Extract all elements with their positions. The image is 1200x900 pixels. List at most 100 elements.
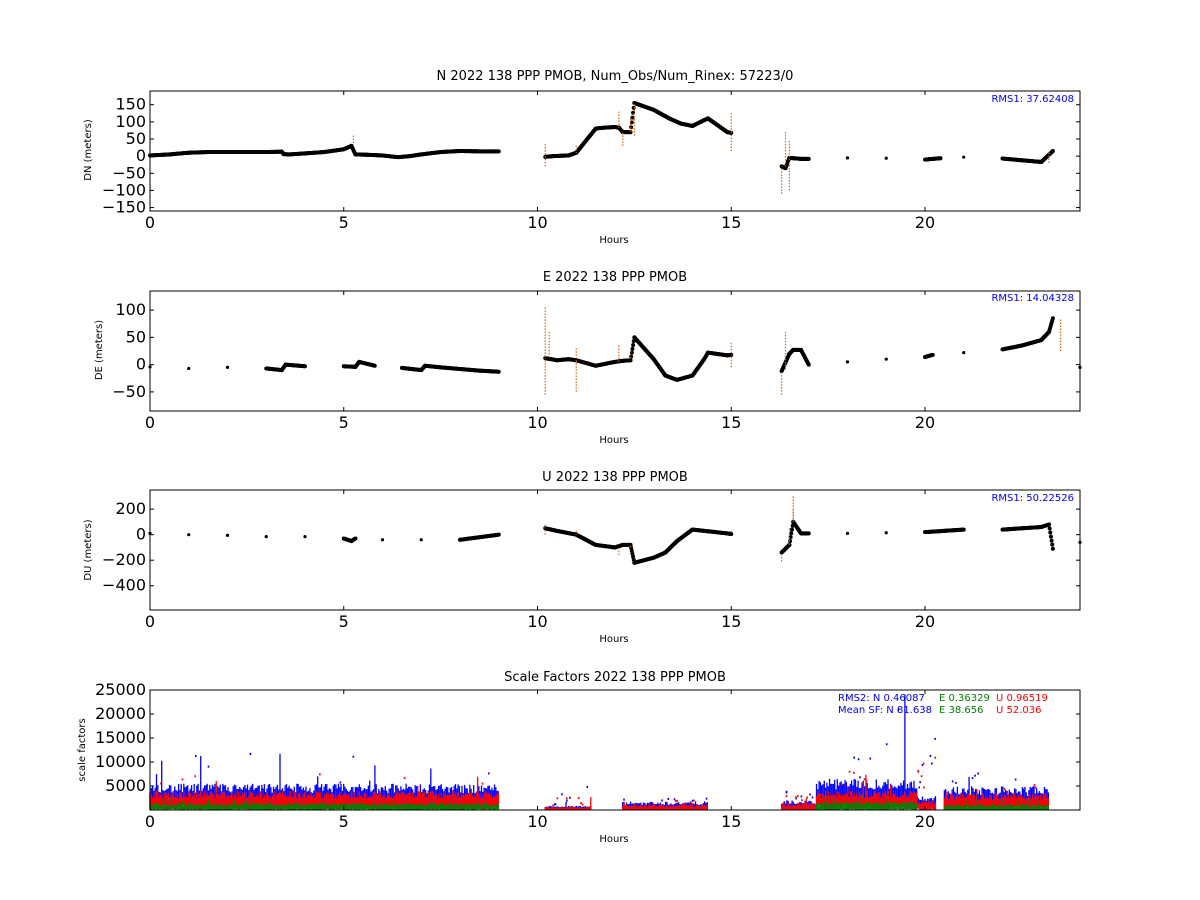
- sf-peak-point: [556, 797, 559, 800]
- y-tick-label: 20000: [95, 704, 146, 723]
- panel-up: U 2022 138 PPP PMOB DU (meters) Hours RM…: [83, 470, 1074, 645]
- sf-peak-point: [853, 756, 856, 759]
- rms2-n-annotation: RMS2: N 0.46087: [838, 693, 925, 704]
- sf-peak-point: [811, 796, 814, 799]
- sf-peak-point: [207, 765, 210, 768]
- sf-peak-point: [667, 797, 670, 800]
- sf-peak-point: [920, 775, 923, 778]
- sf-peak-point: [921, 764, 924, 767]
- sf-peak-point: [841, 783, 843, 786]
- data-point: [845, 360, 850, 364]
- sf-peak-point: [566, 797, 568, 800]
- mean-sf-u-annotation: U 52.036: [996, 705, 1042, 716]
- panel-north: N 2022 138 PPP PMOB, Num_Obs/Num_Rinex: …: [83, 69, 1074, 246]
- sf-peak-point: [800, 795, 803, 798]
- sf-peak-point: [623, 798, 625, 801]
- panel-title: Scale Factors 2022 138 PPP PMOB: [504, 670, 726, 685]
- sf-peak-point: [974, 774, 976, 777]
- sf-peak-point: [869, 757, 872, 760]
- sf-peak-point: [233, 800, 235, 803]
- y-tick-label: 100: [115, 112, 146, 131]
- sf-peak-point: [864, 786, 867, 789]
- sf-peak-point: [552, 804, 554, 807]
- data-point: [806, 362, 811, 367]
- data-point: [1049, 538, 1054, 543]
- y-tick-label: 10000: [95, 752, 146, 771]
- sf-peak-point: [923, 786, 925, 789]
- y-tick-label: 0: [136, 355, 146, 374]
- sf-peak-point: [806, 796, 808, 799]
- data-point: [225, 533, 230, 537]
- data-point: [1050, 316, 1055, 321]
- sf-peak-point: [169, 799, 172, 802]
- x-tick-label: 20: [915, 812, 935, 831]
- sf-peak-point: [1006, 791, 1009, 794]
- panel-east: E 2022 138 PPP PMOB DE (meters) Hours RM…: [94, 270, 1074, 446]
- data-point: [380, 538, 385, 542]
- data-point: [264, 534, 268, 539]
- data-point: [1047, 526, 1052, 531]
- y-tick-label: 200: [115, 499, 146, 518]
- sf-peak-point: [917, 769, 919, 772]
- sf-peak-point: [861, 795, 864, 798]
- y-tick-label: −50: [112, 163, 146, 182]
- x-axis-label: Hours: [599, 435, 628, 446]
- sf-peak-point: [977, 772, 979, 775]
- y-tick-label: −100: [102, 180, 146, 199]
- sf-peak-point: [785, 795, 788, 798]
- sf-peak-point: [929, 754, 932, 757]
- sf-peak-point: [319, 773, 321, 776]
- sf-peak-point: [934, 756, 937, 759]
- data-point: [1048, 534, 1053, 539]
- sf-peak-point: [566, 799, 568, 802]
- data-point: [1050, 546, 1055, 551]
- x-tick-label: 0: [145, 812, 155, 831]
- data-point: [962, 351, 966, 355]
- data-point: [629, 548, 634, 553]
- sf-peak-point: [181, 778, 184, 781]
- sf-peak-point: [580, 802, 582, 805]
- x-tick-label: 15: [721, 812, 741, 831]
- x-tick-label: 15: [721, 413, 741, 432]
- sf-peak-point: [553, 803, 556, 806]
- x-tick-label: 5: [339, 213, 349, 232]
- y-tick-label: 50: [126, 129, 146, 148]
- x-axis-label: Hours: [599, 834, 628, 845]
- sf-peak-point: [160, 782, 162, 785]
- sf-peak-point: [392, 800, 395, 803]
- sf-peak-point: [691, 803, 694, 806]
- x-tick-label: 5: [339, 413, 349, 432]
- x-tick-label: 20: [915, 413, 935, 432]
- sf-peak-point: [857, 758, 860, 761]
- sf-peak-point: [975, 789, 978, 792]
- sf-peak-point: [586, 786, 589, 789]
- x-tick-label: 0: [145, 413, 155, 432]
- plot-panel-2: 0 5 10 15 20 200 0 −200 −400: [102, 489, 1082, 631]
- data-point: [1048, 530, 1053, 535]
- data-point: [884, 357, 888, 361]
- y-tick-label: −150: [102, 198, 146, 217]
- data-point: [787, 542, 792, 547]
- y-tick-label: 50: [126, 327, 146, 346]
- data-point: [496, 369, 501, 374]
- data-point: [630, 115, 635, 120]
- x-tick-label: 5: [339, 612, 349, 631]
- sf-peak-point: [795, 796, 797, 799]
- sf-peak-point: [885, 743, 888, 746]
- sf-peak-point: [1034, 786, 1037, 789]
- data-point: [628, 542, 633, 547]
- data-point: [187, 533, 191, 537]
- x-tick-label: 0: [145, 213, 155, 232]
- sf-peak-point: [683, 803, 685, 806]
- sf-peak-point: [1033, 784, 1036, 787]
- sf-peak-point: [1001, 800, 1004, 803]
- sf-peak-point: [863, 778, 866, 781]
- sf-peak-point: [859, 800, 861, 803]
- sf-peak-point: [975, 799, 978, 802]
- x-tick-label: 20: [915, 213, 935, 232]
- panel-scale-factors: Scale Factors 2022 138 PPP PMOB scale fa…: [77, 670, 1048, 845]
- y-tick-label: 150: [115, 95, 146, 114]
- data-point: [629, 125, 634, 130]
- sf-peak-point: [690, 801, 692, 804]
